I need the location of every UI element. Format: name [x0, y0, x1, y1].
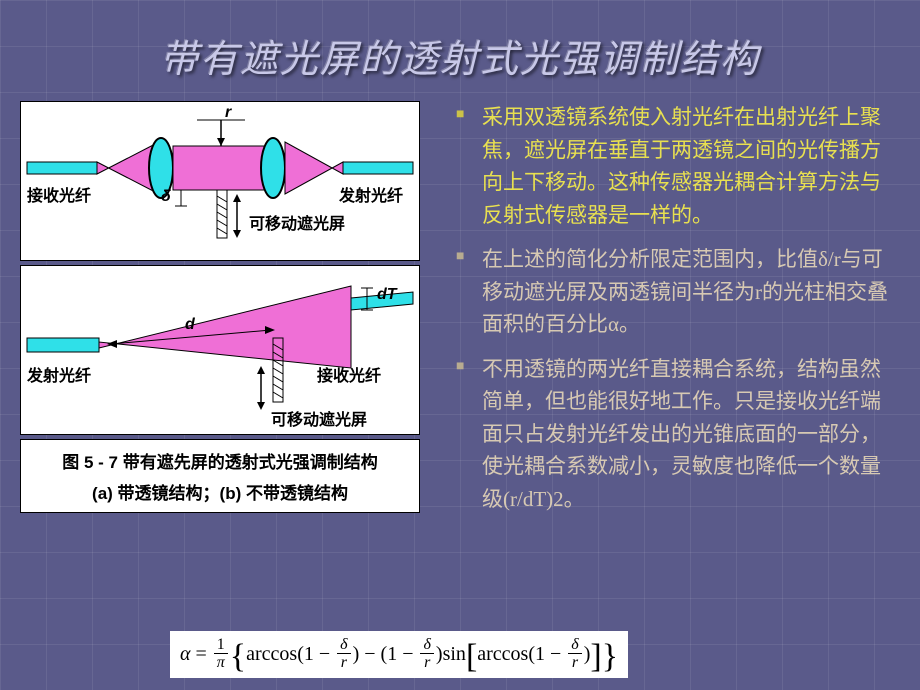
formula-lhs: α	[180, 643, 191, 666]
fig-a-shield: 可移动遮光屏	[249, 210, 345, 234]
bullet-item: 在上述的简化分析限定范围内，比值δ/r与可移动遮光屏及两透镜间半径为r的光柱相交…	[456, 243, 900, 341]
figure-column: r δ 接收光纤 发射光纤 可移动遮光屏	[20, 101, 450, 528]
caption-line2: (a) 带透镜结构；(b) 不带透镜结构	[27, 479, 413, 504]
figure-b: d dT 发射光纤 接收光纤 可移动遮光屏	[20, 265, 420, 435]
bullet-item: 采用双透镜系统使入射光纤在出射光纤上聚焦，遮光屏在垂直于两透镜之间的光传播方向上…	[456, 101, 900, 231]
figure-a: r δ 接收光纤 发射光纤 可移动遮光屏	[20, 101, 420, 261]
fig-b-shield: 可移动遮光屏	[271, 406, 367, 430]
fig-b-right-fiber: 接收光纤	[317, 362, 381, 386]
figure-caption: 图 5 - 7 带有遮先屏的透射式光强调制结构 (a) 带透镜结构；(b) 不带…	[20, 439, 420, 513]
caption-line1: 图 5 - 7 带有遮先屏的透射式光强调制结构	[27, 448, 413, 473]
fig-a-r: r	[225, 104, 231, 122]
formula-fn1: arccos	[246, 643, 297, 666]
fig-b-left-fiber: 发射光纤	[27, 362, 91, 386]
text-column: 采用双透镜系统使入射光纤在出射光纤上聚焦，遮光屏在垂直于两透镜之间的光传播方向上…	[450, 101, 900, 528]
formula: α = 1 π { arccos (1 − δr ) − (1 − δr ) s…	[170, 631, 628, 678]
fig-a-delta: δ	[161, 188, 171, 206]
slide-title: 带有遮光屏的透射式光强调制结构	[0, 0, 920, 101]
formula-fn3: arccos	[477, 643, 528, 666]
formula-fn2: sin	[443, 643, 466, 666]
fig-b-d: d	[185, 316, 195, 334]
formula-coef: 1 π	[214, 637, 228, 672]
bullet-item: 不用透镜的两光纤直接耦合系统，结构虽然简单，但也能很好地工作。只是接收光纤端面只…	[456, 353, 900, 516]
fig-a-left-fiber: 接收光纤	[27, 182, 91, 206]
fig-a-right-fiber: 发射光纤	[339, 182, 403, 206]
content-row: r δ 接收光纤 发射光纤 可移动遮光屏	[0, 101, 920, 528]
fig-b-dT: dT	[377, 286, 397, 304]
bullet-list: 采用双透镜系统使入射光纤在出射光纤上聚焦，遮光屏在垂直于两透镜之间的光传播方向上…	[456, 101, 900, 516]
